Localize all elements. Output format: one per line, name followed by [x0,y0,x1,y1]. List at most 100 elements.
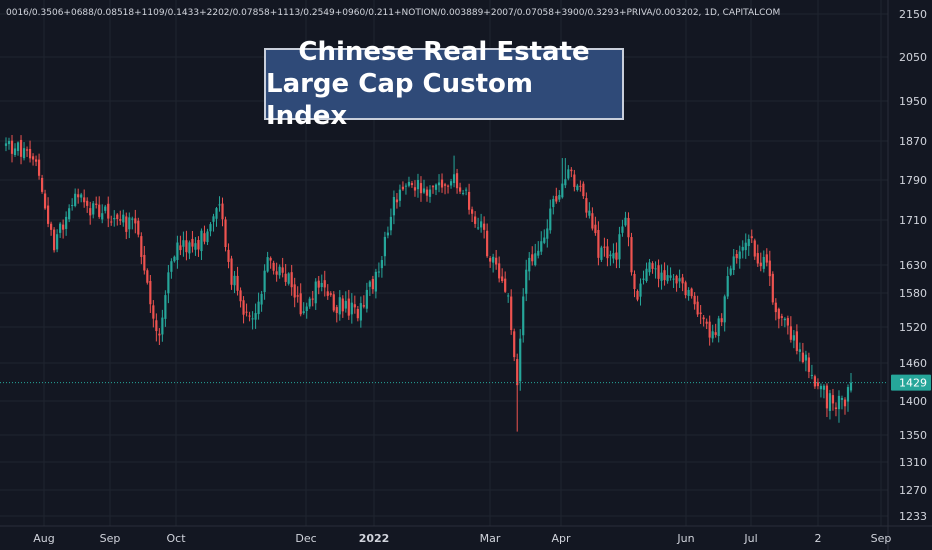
candle [783,317,786,328]
candle [705,318,708,330]
candle [209,222,212,237]
candle [28,140,32,163]
candle-body [40,177,44,192]
candle [401,181,405,191]
candle-body [206,231,209,243]
candle [365,282,368,313]
candle-body [374,271,377,292]
candle-body [726,276,729,297]
candle-body [621,226,624,233]
candle-body [107,203,110,219]
candle-body [714,332,717,335]
candle-body [209,224,212,232]
candle-body [564,179,567,186]
candle [254,303,257,329]
candle [260,290,263,312]
candle [326,284,329,300]
candle [407,176,411,188]
candle-body [756,253,759,264]
candle [846,384,850,412]
candle [612,243,615,264]
candle [320,274,323,292]
candle [813,374,817,389]
candle [191,231,194,253]
candle-body [92,203,95,215]
candle-body [747,239,750,247]
candle [263,264,266,300]
candle [690,287,693,299]
candle-body [753,240,756,257]
candle [4,137,8,152]
candle-body [161,317,164,335]
candle-body [750,236,753,239]
candle [224,216,227,252]
candle [371,275,374,294]
candle-body [798,349,801,352]
candle-body [552,198,555,208]
candle-body [531,254,534,262]
candle [501,268,504,283]
candle [765,248,768,267]
candle [537,241,540,259]
candle [615,242,618,269]
candle [392,190,396,225]
candle [636,289,639,302]
chart-title-line-1: Chinese Real Estate [298,37,590,67]
candle [804,350,807,372]
candle-body [771,273,774,303]
candle-body [305,306,308,311]
candle-body [777,308,780,319]
candle [77,188,80,204]
candle [167,265,170,304]
candle [37,153,41,180]
candle [86,197,89,213]
price-tick-label: 1270 [899,484,927,497]
candle-body [167,272,170,294]
candle [251,311,254,330]
candle-body [4,143,8,146]
candle-body [585,198,588,213]
price-tick-label: 1460 [899,357,927,370]
candle-body [179,245,182,251]
price-tick-label: 1580 [899,287,927,300]
candle-body [281,267,284,273]
candle-body [158,333,161,336]
candle [510,289,513,335]
candle-body [7,141,11,145]
candle-body [419,183,423,194]
candle-body [738,251,741,259]
candle-body [780,316,783,318]
candle-body [492,256,495,263]
candle-body [197,239,200,250]
candle-body [672,278,675,280]
candle-body [284,273,287,282]
candle [437,174,441,193]
candle-body [335,307,338,313]
candle [738,245,741,269]
candle [218,196,221,212]
candle-body [296,295,299,297]
candle-body [636,290,639,300]
time-tick-label: Apr [551,532,571,545]
candle [389,208,393,236]
price-axis[interactable]: 2150 2050 1950 1870 1790 1710 1630 1580 1520 1460… [887,0,931,550]
candle-body [248,315,251,317]
candle-body [278,266,281,276]
candle [723,294,726,332]
candle [113,210,116,227]
candle [732,249,735,276]
candle [618,226,621,269]
candle [53,227,56,253]
candle-body [353,304,356,308]
candle-body [804,354,807,361]
candle [290,264,293,296]
time-axis[interactable]: Aug Sep Oct Dec 2022 Mar Apr Jun Jul 2 Sep [0,525,932,545]
candle [726,266,729,300]
price-tick-label: 2050 [899,51,927,64]
candle-body [525,269,528,294]
candle [203,225,206,245]
candle [275,262,278,282]
candle-body [128,217,131,230]
candle [152,300,155,328]
